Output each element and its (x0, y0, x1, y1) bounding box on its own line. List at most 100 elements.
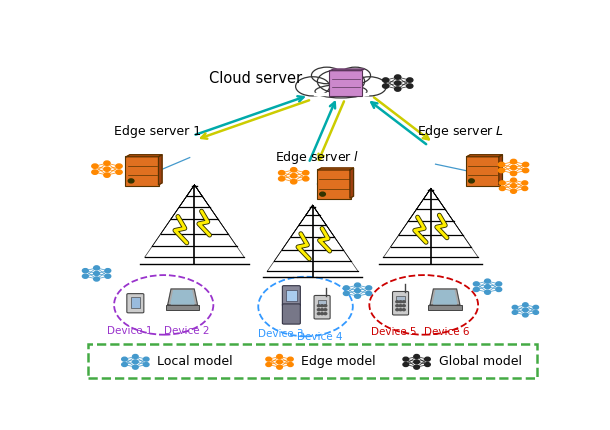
Circle shape (403, 357, 409, 361)
Circle shape (132, 365, 138, 369)
Circle shape (473, 287, 479, 292)
Text: Device 3: Device 3 (258, 329, 304, 339)
Circle shape (104, 173, 110, 177)
Circle shape (403, 309, 405, 311)
Circle shape (105, 269, 111, 273)
Circle shape (324, 313, 327, 315)
Circle shape (343, 292, 349, 295)
Text: Device 1: Device 1 (107, 326, 153, 336)
Circle shape (277, 354, 282, 359)
FancyBboxPatch shape (88, 344, 537, 378)
Circle shape (484, 290, 490, 294)
Circle shape (303, 171, 309, 175)
Text: Edge server 1: Edge server 1 (114, 125, 201, 138)
Circle shape (382, 84, 389, 88)
Circle shape (414, 360, 420, 364)
Circle shape (266, 362, 271, 366)
Circle shape (277, 365, 282, 369)
Circle shape (403, 362, 409, 366)
Circle shape (143, 357, 149, 361)
Polygon shape (434, 291, 456, 304)
Circle shape (414, 354, 420, 359)
Circle shape (500, 181, 505, 185)
Circle shape (116, 164, 122, 169)
Circle shape (324, 305, 327, 307)
Circle shape (382, 78, 389, 82)
Polygon shape (350, 168, 354, 198)
Circle shape (128, 179, 134, 183)
Circle shape (287, 362, 293, 366)
Circle shape (354, 283, 361, 287)
Text: Device 6: Device 6 (424, 327, 469, 338)
Circle shape (105, 274, 111, 278)
Circle shape (132, 354, 138, 359)
Circle shape (395, 81, 401, 85)
Ellipse shape (296, 77, 329, 96)
Circle shape (399, 301, 402, 303)
Circle shape (324, 309, 327, 311)
Ellipse shape (340, 67, 370, 84)
Text: Edge server $l$: Edge server $l$ (274, 149, 359, 166)
Circle shape (523, 308, 528, 312)
Polygon shape (168, 289, 198, 305)
Circle shape (512, 310, 518, 314)
Circle shape (496, 282, 501, 286)
Circle shape (511, 184, 517, 188)
Circle shape (511, 178, 517, 182)
Circle shape (82, 269, 88, 273)
Circle shape (403, 305, 405, 307)
Circle shape (522, 187, 528, 190)
Circle shape (523, 303, 528, 307)
FancyBboxPatch shape (396, 296, 405, 302)
Circle shape (354, 289, 361, 293)
Circle shape (399, 305, 402, 307)
Circle shape (354, 294, 361, 298)
Polygon shape (467, 155, 503, 157)
Polygon shape (318, 168, 354, 170)
Circle shape (290, 174, 297, 178)
Circle shape (317, 305, 320, 307)
Circle shape (317, 309, 320, 311)
Circle shape (522, 181, 528, 185)
Ellipse shape (312, 67, 342, 84)
Circle shape (407, 84, 413, 88)
Circle shape (425, 357, 430, 361)
Circle shape (116, 170, 122, 174)
Circle shape (279, 171, 285, 175)
Circle shape (290, 180, 297, 184)
Ellipse shape (317, 70, 365, 93)
Text: Cloud server: Cloud server (209, 71, 303, 86)
Polygon shape (430, 289, 460, 305)
Text: Global model: Global model (439, 355, 522, 369)
Circle shape (317, 313, 320, 315)
FancyBboxPatch shape (282, 304, 300, 324)
Circle shape (399, 309, 402, 311)
Circle shape (143, 362, 149, 366)
Circle shape (468, 179, 475, 183)
Circle shape (484, 279, 490, 283)
FancyBboxPatch shape (314, 295, 330, 319)
Circle shape (395, 75, 401, 79)
FancyBboxPatch shape (428, 305, 462, 310)
Circle shape (396, 309, 399, 311)
Circle shape (303, 177, 309, 181)
Circle shape (266, 357, 271, 361)
Circle shape (396, 305, 399, 307)
Circle shape (321, 313, 323, 315)
Polygon shape (499, 155, 503, 185)
Circle shape (279, 177, 285, 181)
Text: Device 2: Device 2 (163, 326, 209, 336)
Circle shape (500, 187, 505, 190)
Polygon shape (126, 155, 162, 157)
Text: Device 4: Device 4 (296, 332, 342, 342)
Circle shape (403, 301, 405, 303)
Polygon shape (159, 155, 162, 185)
Circle shape (523, 162, 529, 167)
FancyBboxPatch shape (317, 169, 351, 199)
Ellipse shape (353, 77, 386, 96)
FancyBboxPatch shape (131, 297, 140, 308)
Circle shape (94, 277, 99, 281)
Circle shape (414, 365, 420, 369)
Circle shape (321, 305, 323, 307)
Text: Device 5: Device 5 (371, 327, 417, 338)
